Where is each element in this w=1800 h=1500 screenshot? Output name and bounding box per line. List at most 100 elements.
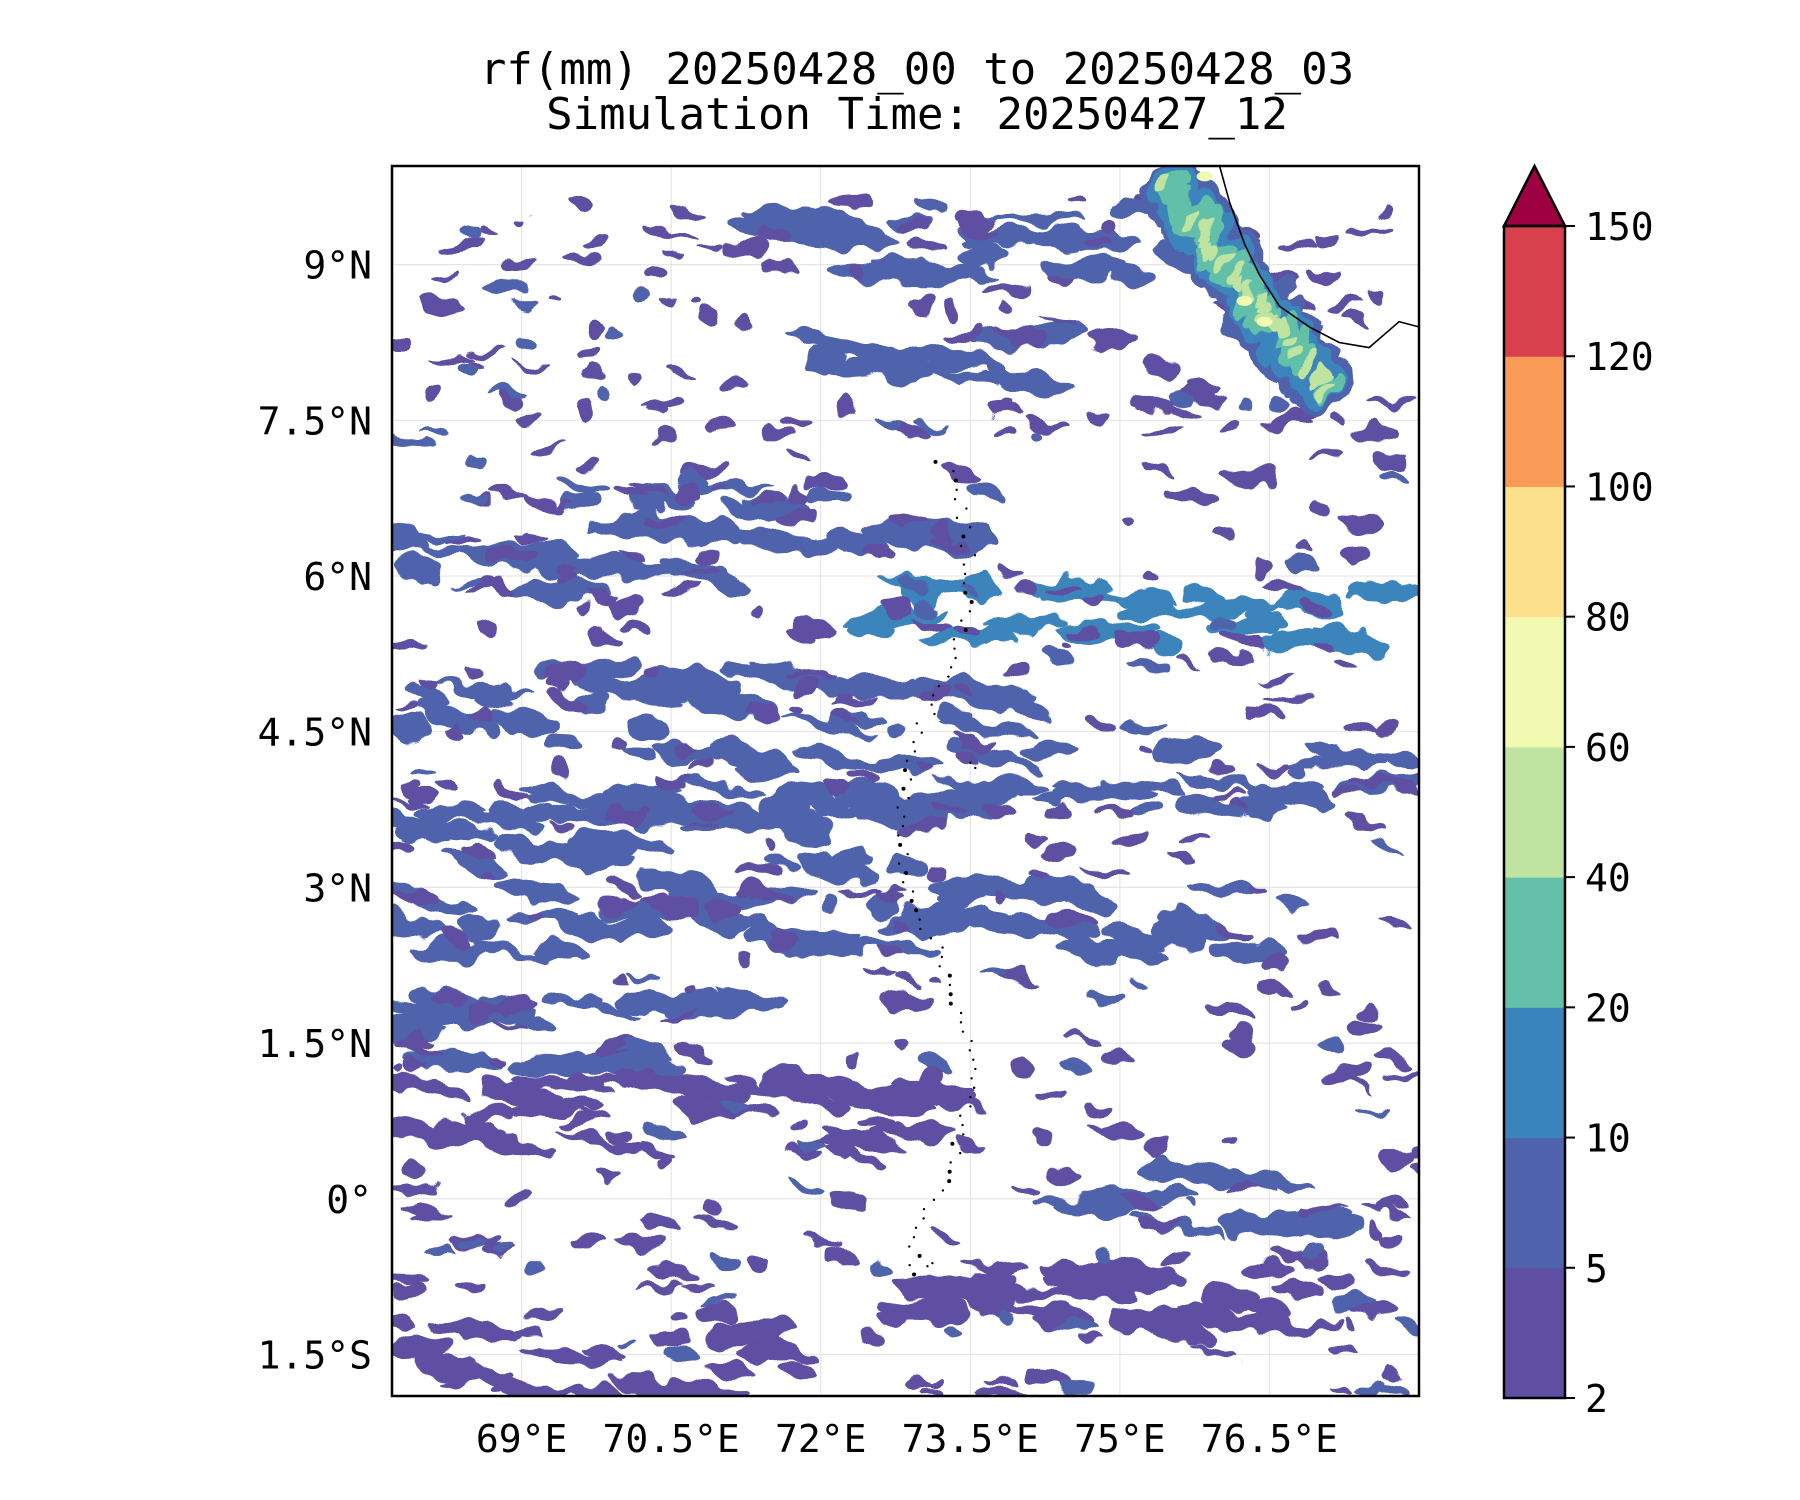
rain-cell — [1272, 1246, 1304, 1261]
rain-cell — [880, 1309, 909, 1326]
rain-cell — [758, 425, 799, 440]
rain-cell — [545, 692, 586, 710]
rain-cell — [1344, 583, 1419, 601]
island — [959, 1151, 962, 1155]
island — [972, 1058, 975, 1061]
rain-cell — [1030, 869, 1049, 880]
rain-cell — [692, 546, 716, 563]
rain-cell — [765, 838, 778, 851]
island — [965, 507, 968, 510]
rain-cell — [392, 714, 437, 743]
rain-cell — [790, 1179, 822, 1193]
rain-cell — [1266, 1213, 1360, 1238]
island — [969, 1105, 972, 1108]
rain-cell — [639, 895, 683, 911]
rain-cell — [418, 677, 439, 690]
rain-cell — [1210, 240, 1226, 260]
rain-cell — [727, 378, 747, 391]
rain-cell — [1300, 601, 1330, 616]
rain-cell — [1083, 1126, 1121, 1141]
rain-cell — [1146, 569, 1163, 585]
rain-cell — [445, 536, 482, 547]
rain-cell — [510, 726, 559, 737]
rain-cell — [467, 1132, 555, 1159]
island — [954, 656, 957, 660]
rain-cell — [647, 1263, 693, 1281]
rain-cell — [629, 367, 644, 385]
rain-cell — [662, 1011, 700, 1021]
island — [901, 786, 906, 791]
rain-cell — [519, 412, 545, 423]
rain-cell — [876, 946, 907, 958]
rain-cell — [738, 532, 849, 556]
rain-cell — [760, 852, 797, 868]
rain-cell — [1120, 721, 1167, 735]
rain-cell — [1225, 1137, 1239, 1144]
rain-cell — [1082, 593, 1106, 607]
rain-cell — [640, 1282, 685, 1292]
island — [901, 824, 905, 828]
island — [909, 898, 914, 903]
rain-cell — [863, 964, 901, 978]
rain-cell — [461, 1239, 482, 1249]
rain-cell — [920, 1384, 947, 1396]
rain-cell — [1210, 1311, 1311, 1335]
rain-cell — [930, 893, 972, 908]
island — [929, 937, 933, 940]
rain-cell — [392, 1312, 414, 1332]
colorbar-segment — [1504, 486, 1565, 618]
island — [915, 722, 919, 725]
rain-cell — [1382, 1069, 1419, 1079]
rain-cell — [554, 819, 577, 830]
rain-cell — [585, 626, 619, 645]
rain-cell — [1155, 173, 1171, 193]
rain-cell — [644, 398, 686, 410]
island — [909, 778, 913, 781]
rain-cell — [1277, 1278, 1325, 1303]
rain-cell — [1228, 265, 1244, 285]
colorbar-label: 40 — [1585, 856, 1631, 900]
rain-cell — [1161, 1253, 1188, 1267]
rain-cell — [457, 916, 498, 941]
island — [912, 1272, 917, 1277]
y-tick-label: 1.5°N — [258, 1022, 372, 1066]
rain-cell — [1185, 586, 1226, 605]
y-tick-label: 6°N — [303, 555, 372, 599]
rain-cell — [1248, 706, 1285, 720]
rain-cell — [750, 1256, 772, 1271]
island — [970, 1039, 973, 1043]
rain-cell — [1209, 791, 1244, 800]
rain-cell — [1221, 419, 1240, 434]
island — [973, 554, 977, 557]
colorbar-segment — [1504, 226, 1565, 357]
rain-cell — [504, 258, 534, 270]
rain-cell — [591, 322, 604, 337]
island — [931, 694, 935, 697]
rain-cell — [869, 255, 917, 268]
rain-cell — [703, 417, 738, 432]
island — [917, 1253, 922, 1258]
rain-cell — [1271, 321, 1287, 341]
rain-cell — [980, 366, 1071, 395]
coastline-india — [1218, 166, 1419, 349]
rain-cell — [545, 763, 569, 781]
rain-cell — [1293, 998, 1307, 1006]
rain-cell — [488, 1053, 509, 1065]
island — [912, 740, 915, 744]
island — [901, 881, 905, 884]
rain-cell — [1139, 1217, 1179, 1231]
island — [955, 516, 959, 520]
x-tick-label: 73.5°E — [902, 1417, 1039, 1461]
rain-cell — [785, 486, 811, 504]
island — [947, 973, 952, 978]
island — [922, 1217, 925, 1220]
island — [937, 684, 941, 688]
x-tick-label: 75°E — [1074, 1417, 1166, 1461]
island — [959, 1114, 962, 1117]
rain-cell — [1159, 174, 1187, 208]
rain-cell — [494, 1133, 509, 1142]
island — [947, 675, 950, 678]
rain-cell — [1288, 766, 1310, 779]
rain-cell — [560, 492, 598, 514]
island — [947, 1169, 952, 1174]
